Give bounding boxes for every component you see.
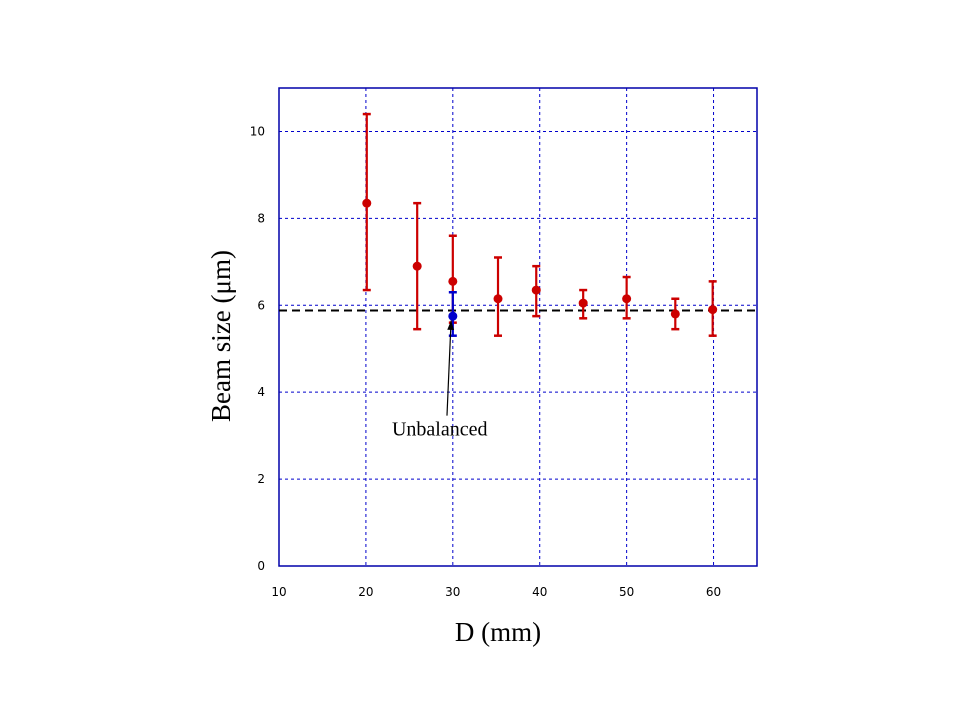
y-tick-label: 4 bbox=[257, 385, 265, 399]
y-tick-label: 0 bbox=[257, 559, 265, 573]
x-tick-label: 60 bbox=[706, 585, 721, 599]
annotation-label: Unbalanced bbox=[392, 419, 488, 441]
data-point bbox=[622, 294, 632, 304]
data-point bbox=[412, 261, 422, 271]
plot-frame bbox=[278, 87, 758, 567]
y-tick-label: 10 bbox=[250, 124, 265, 138]
x-tick-label: 40 bbox=[532, 585, 547, 599]
data-point bbox=[531, 285, 541, 295]
data-point bbox=[448, 276, 458, 286]
data-points bbox=[362, 112, 718, 337]
data-point bbox=[708, 305, 718, 315]
x-axis-title: D (mm) bbox=[455, 617, 541, 647]
data-point bbox=[578, 298, 588, 308]
tick-labels: 10 20 30 40 50 60 0 2 4 6 8 10 bbox=[250, 124, 721, 599]
data-point bbox=[362, 198, 372, 208]
annotation-arrow bbox=[446, 320, 452, 416]
x-tick-label: 10 bbox=[271, 585, 286, 599]
y-tick-label: 2 bbox=[257, 472, 265, 486]
x-tick-label: 20 bbox=[358, 585, 373, 599]
y-tick-label: 8 bbox=[257, 211, 265, 225]
data-point bbox=[670, 309, 680, 319]
y-tick-label: 6 bbox=[257, 298, 265, 312]
x-tick-label: 30 bbox=[445, 585, 460, 599]
x-tick-label: 50 bbox=[619, 585, 634, 599]
annotation-arrowhead bbox=[447, 320, 455, 331]
grid-lines bbox=[279, 88, 757, 566]
y-axis-title: Beam size (μm) bbox=[206, 250, 236, 422]
data-point bbox=[493, 294, 503, 304]
data-point bbox=[448, 311, 458, 321]
annotations: Unbalanced bbox=[392, 320, 488, 441]
